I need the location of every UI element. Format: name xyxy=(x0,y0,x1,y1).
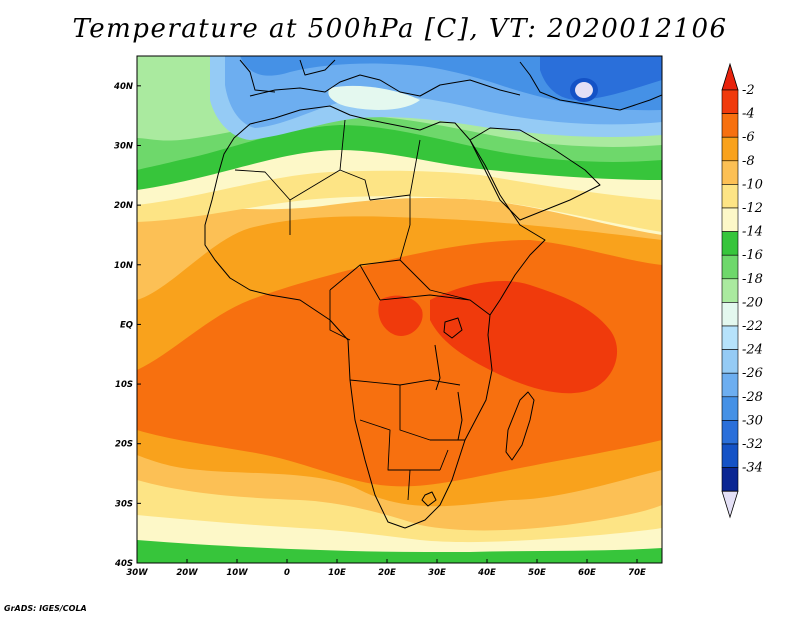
colorbar: -2 -4 -6 -8 -10 -12 -14 -16 -18 -20 -22 -24 -26 -28 -3… xyxy=(721,62,763,519)
colorbar-swatch xyxy=(721,420,739,445)
band-minus-34 xyxy=(575,82,593,98)
band-minus-2 xyxy=(430,280,618,394)
temperature-field xyxy=(137,56,662,563)
colorbar-label: -34 xyxy=(742,461,763,476)
colorbar-label: -26 xyxy=(742,366,763,381)
madagascar xyxy=(505,391,535,461)
lake-victoria xyxy=(443,317,463,339)
lon-tick-label: 0 xyxy=(284,568,290,578)
colorbar-swatch xyxy=(721,254,739,280)
lon-tick-label: 60E xyxy=(578,568,596,578)
colorbar-label: -14 xyxy=(742,225,763,240)
border-lines xyxy=(234,119,491,501)
colorbar-swatch xyxy=(721,231,739,256)
colorbar-label: -12 xyxy=(742,201,763,216)
lon-tick-label: 70E xyxy=(628,568,646,578)
colorbar-swatch xyxy=(721,372,739,398)
colorbar-label: -2 xyxy=(742,83,755,98)
lat-tick-label: 30N xyxy=(114,141,133,151)
lon-tick-label: 20W xyxy=(176,568,198,578)
credit-label: GrADS: IGES/COLA xyxy=(4,604,87,613)
colorbar-label: -18 xyxy=(742,272,763,287)
lat-tick-label: 10S xyxy=(115,380,133,390)
colorbar-swatch xyxy=(721,302,739,327)
colorbar-swatch xyxy=(721,467,739,492)
colorbar-swatch xyxy=(721,113,739,138)
colorbar-label: -20 xyxy=(742,295,763,310)
arabia-outline xyxy=(469,127,601,221)
iberia-and-europe xyxy=(239,59,336,93)
mediterranean-north-coast xyxy=(249,74,521,97)
colorbar-label: -30 xyxy=(742,413,763,428)
colorbar-label: -16 xyxy=(742,248,763,263)
lat-tick-label: 30S xyxy=(115,499,133,509)
lat-tick-label: 10N xyxy=(114,261,133,271)
lon-tick-label: 20E xyxy=(378,568,396,578)
colorbar-label: -22 xyxy=(742,319,763,334)
colorbar-bottom-triangle xyxy=(721,490,739,519)
colorbar-label: -10 xyxy=(742,177,763,192)
colorbar-swatch xyxy=(721,207,739,232)
colorbar-swatch xyxy=(721,184,739,209)
lon-tick-label: 30W xyxy=(126,568,148,578)
colorbar-swatch xyxy=(721,278,739,303)
band-minus-14-south xyxy=(137,540,662,563)
lat-tick-label: 40N xyxy=(113,82,133,92)
colorbar-label: -4 xyxy=(742,107,755,122)
map-frame xyxy=(136,55,663,564)
lat-tick-label: 20N xyxy=(114,201,133,211)
band-minus-2b xyxy=(378,295,423,336)
colorbar-swatch xyxy=(721,396,739,421)
map-title: Temperature at 500hPa [C], VT: 202001210… xyxy=(72,14,728,44)
lon-tick-label: 40E xyxy=(477,568,496,578)
africa-coastline xyxy=(204,105,546,529)
lon-tick-label: 10W xyxy=(226,568,248,578)
lon-tick-label: 30E xyxy=(428,568,446,578)
colorbar-swatch xyxy=(721,443,739,468)
lat-tick-label: 20S xyxy=(115,440,133,450)
colorbar-label: -28 xyxy=(742,390,763,405)
colorbar-swatch xyxy=(721,89,739,114)
coastlines-and-borders xyxy=(204,59,662,529)
colorbar-swatch xyxy=(721,349,739,374)
lat-tick-label: 40S xyxy=(114,559,133,569)
colorbar-label: -24 xyxy=(742,343,763,358)
band-minus-20 xyxy=(328,85,420,110)
lat-tick-label: EQ xyxy=(120,320,133,330)
colorbar-label: -8 xyxy=(742,154,755,169)
caspian-and-asia xyxy=(519,61,662,111)
colorbar-swatch xyxy=(721,136,739,162)
lesotho xyxy=(421,491,437,507)
colorbar-top-triangle xyxy=(721,62,739,91)
colorbar-label: -6 xyxy=(742,130,755,145)
lake-tanganyika-malawi xyxy=(434,344,463,441)
colorbar-label: -32 xyxy=(742,437,763,452)
colorbar-swatch xyxy=(721,325,739,350)
lon-tick-label: 10E xyxy=(328,568,346,578)
colorbar-swatch xyxy=(721,160,739,185)
lon-tick-label: 50E xyxy=(528,568,546,578)
